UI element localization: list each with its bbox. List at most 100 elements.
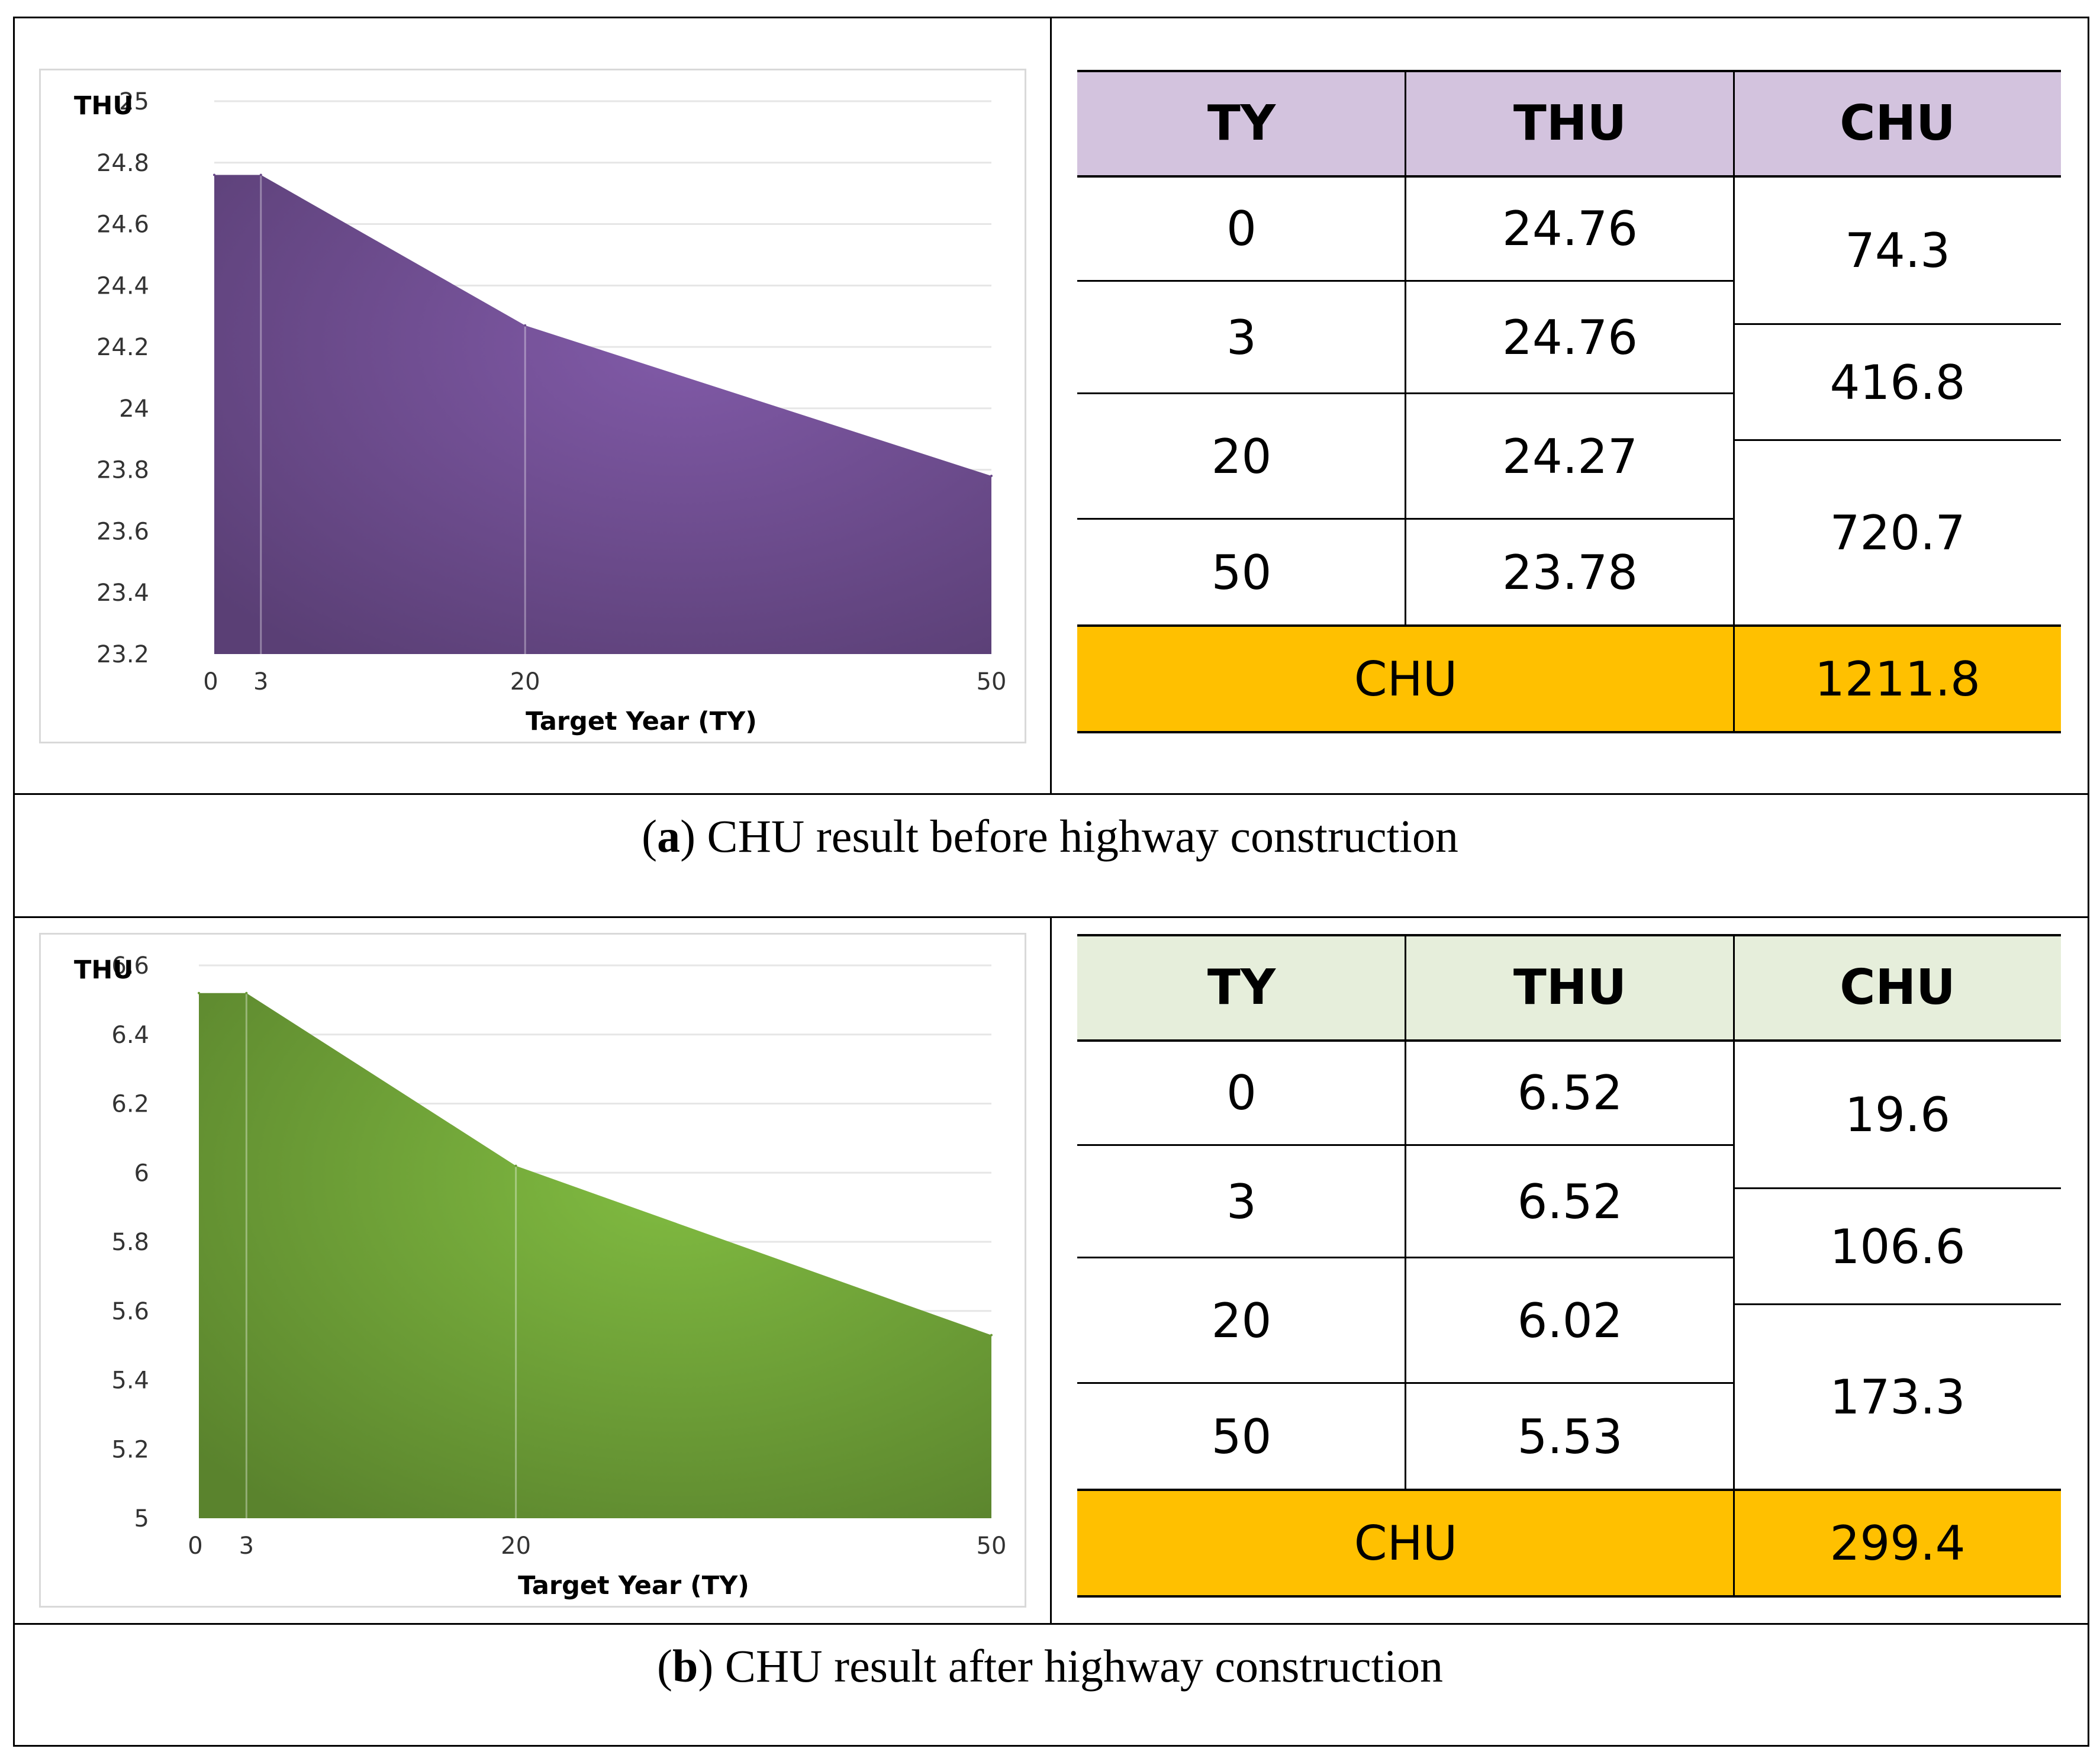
caption-a-letter: a <box>657 810 681 862</box>
caption-b-letter: b <box>672 1640 698 1692</box>
frame-center-a <box>1050 17 1052 795</box>
table-b-rule <box>1077 1039 2061 1042</box>
chart-b-data-point <box>198 991 200 994</box>
chart-b-ytick-label: 6.4 <box>111 1022 149 1049</box>
caption-a-text: CHU result before highway construction <box>707 810 1458 862</box>
table-b-header-ty: TY <box>1207 959 1276 1016</box>
chart-b: 5 5.2 5.4 5.6 5.8 6 6.2 6.4 6.6 0 3 20 50 Target Year… <box>74 952 1007 1601</box>
table-b-row-2-thu: 6.02 <box>1517 1293 1623 1348</box>
chart-b-xtick-label: 20 <box>501 1532 531 1560</box>
chart-b-frame: 5 5.2 5.4 5.6 5.8 6 6.2 6.4 6.6 0 3 20 50 Target Year… <box>39 933 1026 1608</box>
table-b-row-1-thu: 6.52 <box>1517 1174 1623 1229</box>
table-b-rule <box>1733 934 1735 1597</box>
table-b-chu-2: 173.3 <box>1830 1370 1966 1425</box>
table-b-rule <box>1405 934 1406 1490</box>
chart-a-xtick-label: 20 <box>510 668 540 695</box>
table-a-rule <box>1077 624 2061 627</box>
table-a-row-0-thu: 24.76 <box>1502 201 1638 256</box>
chart-a-ytick-label: 23.2 <box>96 641 149 668</box>
chart-a-ytick-label: 24.6 <box>96 211 149 239</box>
chart-a-ytick-label: 24 <box>119 395 149 423</box>
table-a-rule <box>1077 175 2061 178</box>
table-a-header-bg <box>1077 70 2061 176</box>
table-a: TY THU CHU 0 24.76 3 24.76 20 24.27 50 2… <box>1077 70 2061 733</box>
chart-b-ytick-label: 6.2 <box>111 1091 149 1118</box>
chart-b-xtick-label: 50 <box>977 1532 1007 1560</box>
table-a-row-3-ty: 50 <box>1211 545 1272 600</box>
table-a-total-bg <box>1077 626 2061 733</box>
chart-b-data-point <box>245 991 248 994</box>
table-a-total-label: CHU <box>1354 652 1458 707</box>
chart-b-data-point <box>990 1334 993 1337</box>
chart-b-data-point <box>514 1164 517 1167</box>
table-b-rule <box>1077 934 2061 936</box>
table-b-chu-0: 19.6 <box>1844 1087 1951 1142</box>
caption-a: (a) CHU result before highway constructi… <box>642 810 1458 862</box>
table-a-header-ty: TY <box>1207 95 1276 152</box>
table-a-rule <box>1077 70 2061 72</box>
table-a-row-1-ty: 3 <box>1226 310 1257 365</box>
table-b-row-3-thu: 5.53 <box>1517 1409 1623 1464</box>
chart-a-ytick-label: 24.4 <box>96 272 149 300</box>
table-a-chu-1: 416.8 <box>1830 355 1966 410</box>
chart-a: 23.2 23.4 23.6 23.8 24 24.2 24.4 24.6 24.8 25 0 3 20… <box>74 88 1007 736</box>
table-b-row-2-ty: 20 <box>1211 1293 1272 1348</box>
table-a-chu-2: 720.7 <box>1830 505 1966 561</box>
table-b-header-thu: THU <box>1513 959 1627 1016</box>
table-a-rule <box>1734 439 2061 441</box>
caption-b: (b) CHU result after highway constructio… <box>657 1640 1443 1692</box>
table-a-row-2-ty: 20 <box>1211 429 1272 484</box>
table-a-rule <box>1077 731 2061 733</box>
table-b-total-bg <box>1077 1490 2061 1597</box>
table-a-header-chu: CHU <box>1840 95 1956 152</box>
chart-a-xlabel: Target Year (TY) <box>526 707 757 736</box>
table-b-header-bg <box>1077 934 2061 1041</box>
chart-b-ytick-label: 6.6 <box>111 952 149 980</box>
chart-a-xtick-label: 3 <box>253 668 268 695</box>
chart-a-area <box>214 175 991 654</box>
table-a-total-value: 1211.8 <box>1815 652 1980 707</box>
table-a-row-1-thu: 24.76 <box>1502 310 1638 365</box>
chart-b-ytick-label: 5.2 <box>111 1436 149 1463</box>
chart-a-ytick-label: 25 <box>119 88 149 115</box>
table-b: TY THU CHU 0 6.52 3 6.52 20 6.02 50 5.53… <box>1077 934 2061 1598</box>
table-a-row-0-ty: 0 <box>1226 201 1257 256</box>
table-b-total-label: CHU <box>1354 1516 1458 1571</box>
chart-a-data-point <box>990 475 993 478</box>
chart-a-xtick-label: 0 <box>203 668 218 695</box>
chart-a-data-point <box>213 173 215 176</box>
table-b-rule <box>1077 1489 2061 1491</box>
chart-b-ytick-label: 5 <box>134 1505 149 1532</box>
table-a-header-thu: THU <box>1513 95 1627 152</box>
chart-b-ytick-label: 5.6 <box>111 1298 149 1325</box>
table-a-rule <box>1405 70 1406 626</box>
table-b-chu-1: 106.6 <box>1830 1219 1966 1274</box>
table-a-rule <box>1733 70 1735 733</box>
caption-b-text: CHU result after highway construction <box>724 1640 1443 1692</box>
chart-a-ytick-label: 23.8 <box>96 457 149 484</box>
chart-b-ytick-label: 6 <box>134 1160 149 1187</box>
table-a-row-3-thu: 23.78 <box>1502 545 1638 600</box>
table-b-total-value: 299.4 <box>1830 1516 1966 1571</box>
chart-b-ytick-label: 5.4 <box>111 1367 149 1395</box>
chart-b-xtick-label: 3 <box>239 1532 254 1560</box>
table-b-header-chu: CHU <box>1840 959 1956 1016</box>
frame-center-b <box>1050 916 1052 1625</box>
table-b-row-0-ty: 0 <box>1226 1065 1257 1120</box>
chart-a-ytick-label: 23.4 <box>96 579 149 607</box>
table-a-rule <box>1734 323 2061 325</box>
chart-a-data-point <box>259 173 262 176</box>
chart-a-frame: 23.2 23.4 23.6 23.8 24 24.2 24.4 24.6 24.8 25 0 3 20… <box>39 69 1026 743</box>
table-b-rule <box>1734 1187 2061 1189</box>
table-a-row-2-thu: 24.27 <box>1502 429 1638 484</box>
chart-b-area <box>199 993 991 1518</box>
chart-a-xtick-label: 50 <box>977 668 1007 695</box>
table-b-row-0-thu: 6.52 <box>1517 1065 1623 1120</box>
chart-b-xlabel: Target Year (TY) <box>518 1571 749 1601</box>
table-a-chu-0: 74.3 <box>1844 223 1951 278</box>
chart-b-ylabel: THU <box>74 955 133 985</box>
table-b-row-3-ty: 50 <box>1211 1409 1272 1464</box>
chart-a-ytick-label: 24.8 <box>96 150 149 177</box>
chart-a-data-point <box>524 324 527 327</box>
chart-a-ytick-label: 23.6 <box>96 518 149 545</box>
